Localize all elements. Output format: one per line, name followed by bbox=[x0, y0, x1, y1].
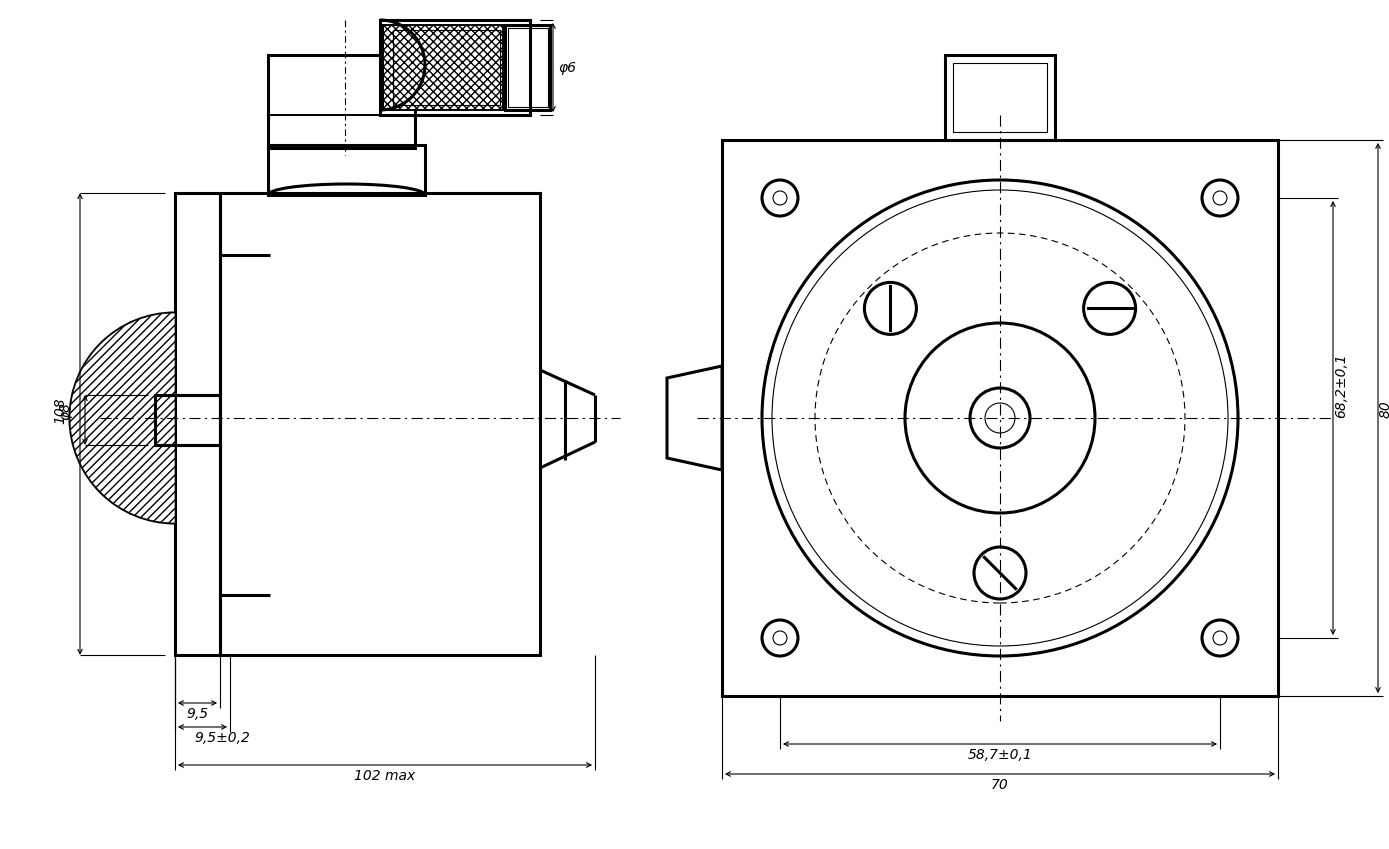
Polygon shape bbox=[69, 313, 175, 523]
Bar bbox=[722, 140, 1278, 696]
Text: 70: 70 bbox=[992, 778, 1008, 792]
Bar bbox=[393, 30, 500, 105]
Bar bbox=[175, 193, 219, 655]
Text: 68,2±0,1: 68,2±0,1 bbox=[1333, 353, 1347, 418]
Text: 102 max: 102 max bbox=[354, 769, 415, 783]
Text: 9,5±0,2: 9,5±0,2 bbox=[194, 731, 250, 745]
Bar bbox=[219, 193, 540, 655]
Bar bbox=[381, 20, 531, 115]
Bar bbox=[156, 395, 219, 445]
Text: φ6: φ6 bbox=[558, 60, 576, 75]
Polygon shape bbox=[667, 366, 722, 470]
Bar bbox=[953, 63, 1047, 132]
Bar bbox=[506, 25, 550, 110]
Bar bbox=[268, 145, 425, 195]
Bar bbox=[383, 25, 503, 110]
Bar bbox=[268, 55, 415, 148]
Bar bbox=[945, 55, 1056, 140]
Text: 58,7±0,1: 58,7±0,1 bbox=[968, 748, 1032, 762]
Text: φ8: φ8 bbox=[58, 402, 72, 420]
Text: 80: 80 bbox=[1379, 400, 1389, 418]
Text: 9,5: 9,5 bbox=[186, 707, 208, 721]
Bar bbox=[508, 28, 549, 107]
Text: 108: 108 bbox=[53, 397, 67, 424]
